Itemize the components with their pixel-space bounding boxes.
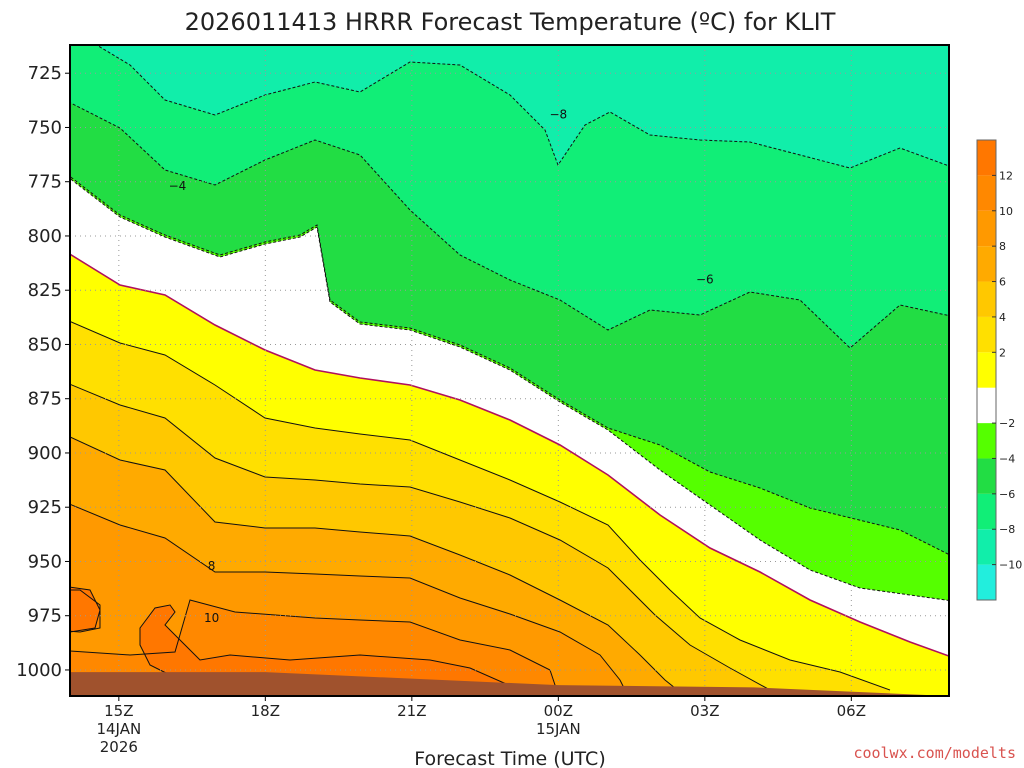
- y-tick-label: 825: [28, 280, 62, 301]
- contour-4: [70, 383, 784, 696]
- x-tick-label: 00Z: [544, 702, 573, 720]
- x-tick-date: 15JAN: [536, 720, 581, 738]
- y-tick-label: 775: [28, 172, 62, 193]
- contour-minus-8: [95, 45, 949, 169]
- y-tick-label: 875: [28, 389, 62, 410]
- colorbar-frame: [976, 139, 997, 601]
- x-tick-date: 14JAN: [96, 720, 141, 738]
- x-tick-label: 21Z: [397, 702, 426, 720]
- colorbar-swatch: [977, 423, 996, 459]
- x-tick-label: 06Z: [837, 702, 866, 720]
- colorbar-label: 4: [999, 311, 1006, 324]
- contour-label: 8: [208, 559, 216, 573]
- contour-6: [70, 436, 686, 696]
- contour-minus-4: [70, 175, 949, 556]
- y-tick-label: 750: [28, 117, 62, 138]
- contour-minus-2: [70, 177, 949, 601]
- colorbar-swatch: [977, 529, 996, 565]
- colorbar-swatch: [977, 458, 996, 494]
- contour-8: [70, 503, 629, 696]
- y-axis: 725 750 775 800 825 850 875 900 925 950 975 1000: [16, 63, 70, 681]
- contour-freezing: [70, 253, 949, 657]
- contour-10: [70, 589, 560, 696]
- contour-labels: −4 −8 −6 8 10: [169, 107, 714, 624]
- y-tick-label: 925: [28, 497, 62, 518]
- band-12-pocket-center: [140, 605, 520, 694]
- colorbar-swatch: [977, 175, 996, 211]
- colorbar-label: −6: [999, 488, 1015, 501]
- y-tick-label: 1000: [16, 660, 62, 681]
- x-tick-year: 2026: [100, 738, 138, 756]
- colorbar: −10 −8 −6 −4 −2 2 4 6 8 10 12: [976, 139, 1022, 601]
- y-tick-label: 850: [28, 334, 62, 355]
- colorbar-label: 6: [999, 276, 1006, 289]
- colorbar-label: 12: [999, 169, 1013, 182]
- colorbar-swatch: [977, 140, 996, 176]
- colorbar-swatch: [977, 493, 996, 530]
- x-tick-label: 15Z: [104, 702, 133, 720]
- colorbar-label: 8: [999, 240, 1006, 253]
- y-tick-label: 725: [28, 63, 62, 84]
- x-tick-label: 18Z: [251, 702, 280, 720]
- gridlines: [70, 45, 949, 696]
- x-tick-label: 03Z: [690, 702, 719, 720]
- y-tick-label: 975: [28, 606, 62, 627]
- colorbar-label: 2: [999, 346, 1006, 359]
- contour-label: −6: [696, 272, 714, 286]
- colorbar-label: −8: [999, 523, 1015, 536]
- colorbar-label: −2: [999, 417, 1015, 430]
- contour-label: −8: [549, 107, 567, 121]
- chart-title: 2026011413 HRRR Forecast Temperature (ºC…: [185, 8, 836, 36]
- plot-frame: [69, 44, 950, 697]
- contour-label: 10: [204, 611, 219, 625]
- ground-surface: [70, 672, 949, 696]
- colorbar-label: −10: [999, 559, 1022, 572]
- colorbar-label: 10: [999, 205, 1013, 218]
- x-axis-title: Forecast Time (UTC): [414, 748, 605, 768]
- colorbar-label: −4: [999, 452, 1015, 465]
- colorbar-swatch: [977, 281, 996, 317]
- colorbar-swatch: [977, 316, 996, 353]
- y-tick-label: 950: [28, 551, 62, 572]
- colorbar-swatch: [977, 352, 996, 388]
- colorbar-swatch: [977, 210, 996, 247]
- band-12-pocket-left: [70, 587, 100, 632]
- y-tick-label: 800: [28, 226, 62, 247]
- colorbar-swatch: [977, 246, 996, 282]
- colorbar-swatch: [977, 564, 996, 600]
- contour-2: [70, 320, 891, 691]
- colorbar-swatch: [977, 387, 996, 424]
- contour-label: −4: [169, 179, 187, 193]
- credit-text: coolwx.com/modelts: [853, 744, 1016, 762]
- y-tick-label: 900: [28, 443, 62, 464]
- plot-area: −4 −8 −6 8 10: [70, 45, 949, 696]
- contour-minus-6: [70, 102, 949, 349]
- contour-12-left: [70, 586, 101, 633]
